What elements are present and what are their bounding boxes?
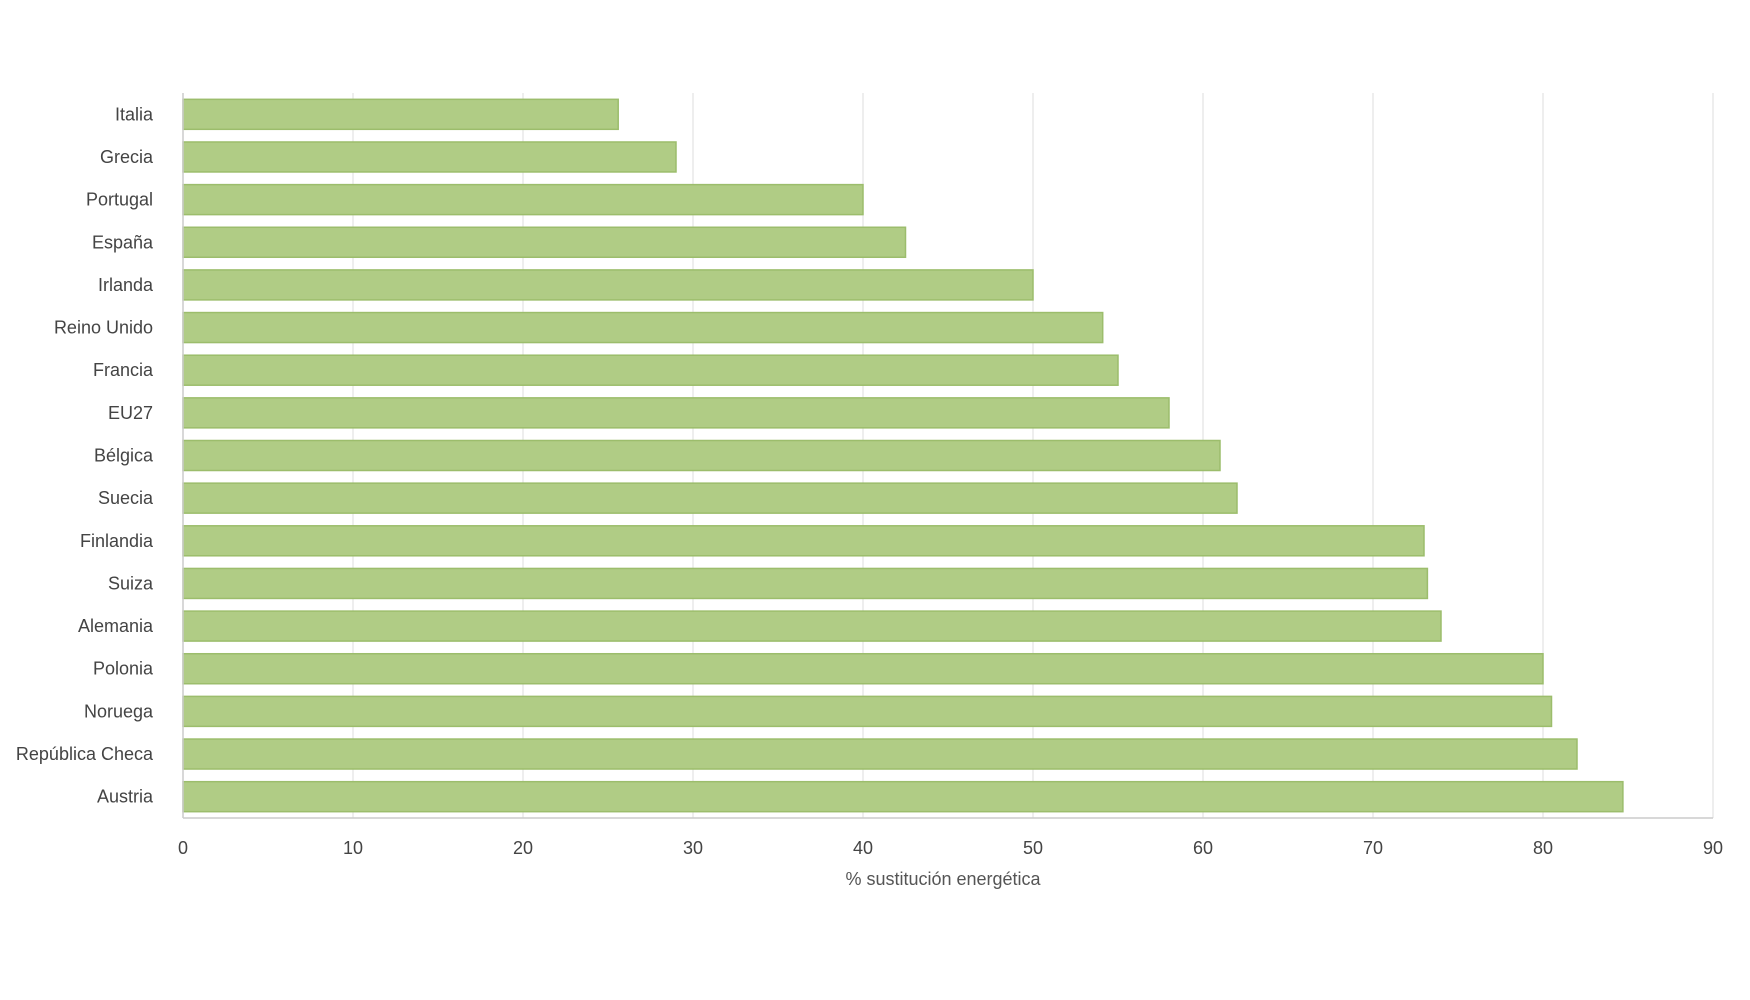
category-label: República Checa <box>16 744 154 764</box>
bar-austria <box>182 780 1624 813</box>
bar-finlandia <box>182 525 1425 557</box>
category-label: EU27 <box>108 403 153 423</box>
category-label: Suecia <box>98 488 154 508</box>
x-tick-label: 80 <box>1533 838 1553 858</box>
x-tick-label: 70 <box>1363 838 1383 858</box>
labels: 0 10 20 30 40 50 60 70 80 90 Italia Grecia Portugal E… <box>16 104 1723 858</box>
category-label: Irlanda <box>98 275 154 295</box>
category-label: Reino Unido <box>54 318 153 338</box>
bars <box>182 98 1624 813</box>
bar-noruega <box>182 695 1553 728</box>
x-tick-label: 10 <box>343 838 363 858</box>
x-tick-label: 40 <box>853 838 873 858</box>
bar-suiza <box>182 567 1429 600</box>
category-label: Bélgica <box>94 446 154 466</box>
category-label: Italia <box>115 104 154 124</box>
bar-francia <box>182 354 1119 386</box>
x-tick-label: 50 <box>1023 838 1043 858</box>
category-label: Grecia <box>100 147 154 167</box>
x-tick-label: 60 <box>1193 838 1213 858</box>
bar-eu27 <box>182 397 1170 429</box>
bar-suecia <box>182 482 1238 514</box>
category-label: Finlandia <box>80 531 154 551</box>
category-label: Alemania <box>78 616 154 636</box>
category-label: España <box>92 232 154 252</box>
x-tick-label: 0 <box>178 838 188 858</box>
bar-portugal <box>182 183 864 216</box>
bar-reino-unido <box>182 311 1104 344</box>
category-label: Polonia <box>93 659 154 679</box>
category-label: Noruega <box>84 701 154 721</box>
bar-polonia <box>182 652 1544 685</box>
bar-italia <box>182 98 619 131</box>
category-label: Austria <box>97 787 154 807</box>
x-tick-label: 20 <box>513 838 533 858</box>
category-label: Francia <box>93 360 154 380</box>
bar-alemania <box>182 610 1442 642</box>
bar-república-checa <box>182 738 1578 770</box>
bar-bélgica <box>182 439 1221 472</box>
x-tick-label: 30 <box>683 838 703 858</box>
bar-grecia <box>182 141 677 173</box>
x-axis-title: % sustitución energética <box>845 869 1041 889</box>
bar-españa <box>182 226 907 259</box>
category-label: Suiza <box>108 573 154 593</box>
bar-irlanda <box>182 269 1034 301</box>
category-label: Portugal <box>86 190 153 210</box>
x-tick-label: 90 <box>1703 838 1723 858</box>
axes <box>182 93 1713 819</box>
